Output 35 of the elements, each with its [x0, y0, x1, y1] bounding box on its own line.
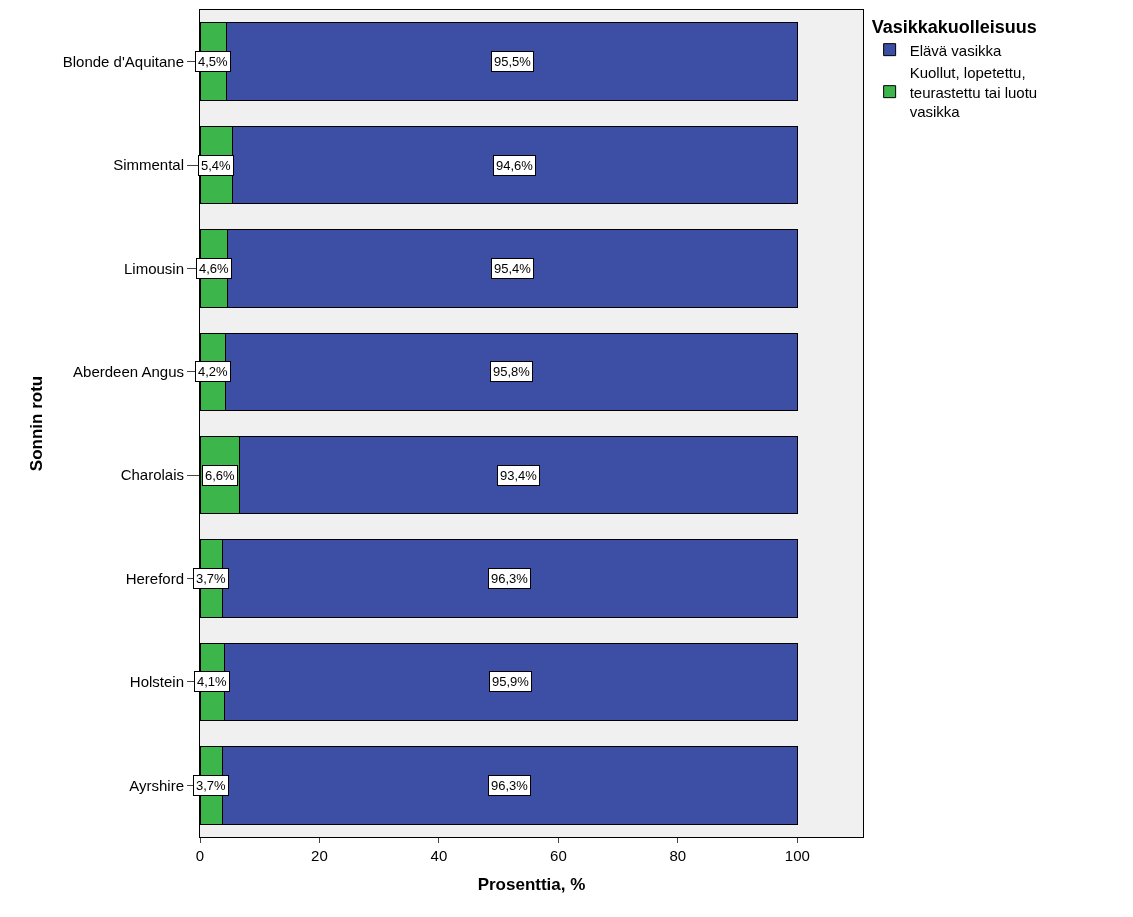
data-label: 96,3%	[491, 778, 529, 793]
data-label: 95,4%	[494, 261, 532, 276]
y-tick-label: Aberdeen Angus	[73, 363, 184, 381]
y-axis-title: Sonnin rotu	[27, 375, 47, 472]
data-label: 5,4%	[201, 158, 232, 173]
data-label: 93,4%	[500, 468, 538, 483]
data-label: 95,9%	[492, 674, 530, 689]
x-tick-label: 40	[430, 847, 448, 864]
data-label: 4,2%	[198, 364, 229, 379]
data-label: 3,7%	[196, 778, 227, 793]
data-label: 4,1%	[197, 674, 228, 689]
legend-label: Elävä vasikka	[909, 41, 1002, 59]
legend-label: Kuollut, lopetettu, teurastettu tai luotu vasikka	[909, 64, 1038, 120]
x-axis-title: Prosenttia, %	[477, 875, 586, 895]
y-tick-label: Charolais	[120, 466, 184, 484]
data-label: 95,8%	[493, 364, 531, 379]
legend-title: Vasikkakuolleisuus	[871, 17, 1037, 38]
data-label: 95,5%	[494, 54, 532, 69]
data-label: 4,5%	[198, 54, 229, 69]
y-tick-label: Holstein	[129, 673, 184, 691]
y-tick-label: Simmental	[113, 156, 184, 174]
y-tick-label: Limousin	[123, 259, 184, 277]
data-label: 3,7%	[196, 571, 227, 586]
x-tick-label: 80	[669, 847, 687, 864]
data-label: 96,3%	[491, 571, 529, 586]
y-tick-label: Blonde d'Aquitane	[62, 52, 184, 70]
data-label: 94,6%	[496, 158, 534, 173]
x-tick-label: 100	[784, 847, 810, 864]
x-tick-label: 20	[311, 847, 328, 864]
x-tick-label: 0	[195, 847, 205, 864]
data-label: 4,6%	[199, 261, 230, 276]
data-label: 6,6%	[205, 468, 236, 483]
y-tick-label: Ayrshire	[129, 776, 184, 794]
x-tick-label: 60	[550, 847, 567, 864]
y-tick-label: Hereford	[125, 569, 184, 587]
